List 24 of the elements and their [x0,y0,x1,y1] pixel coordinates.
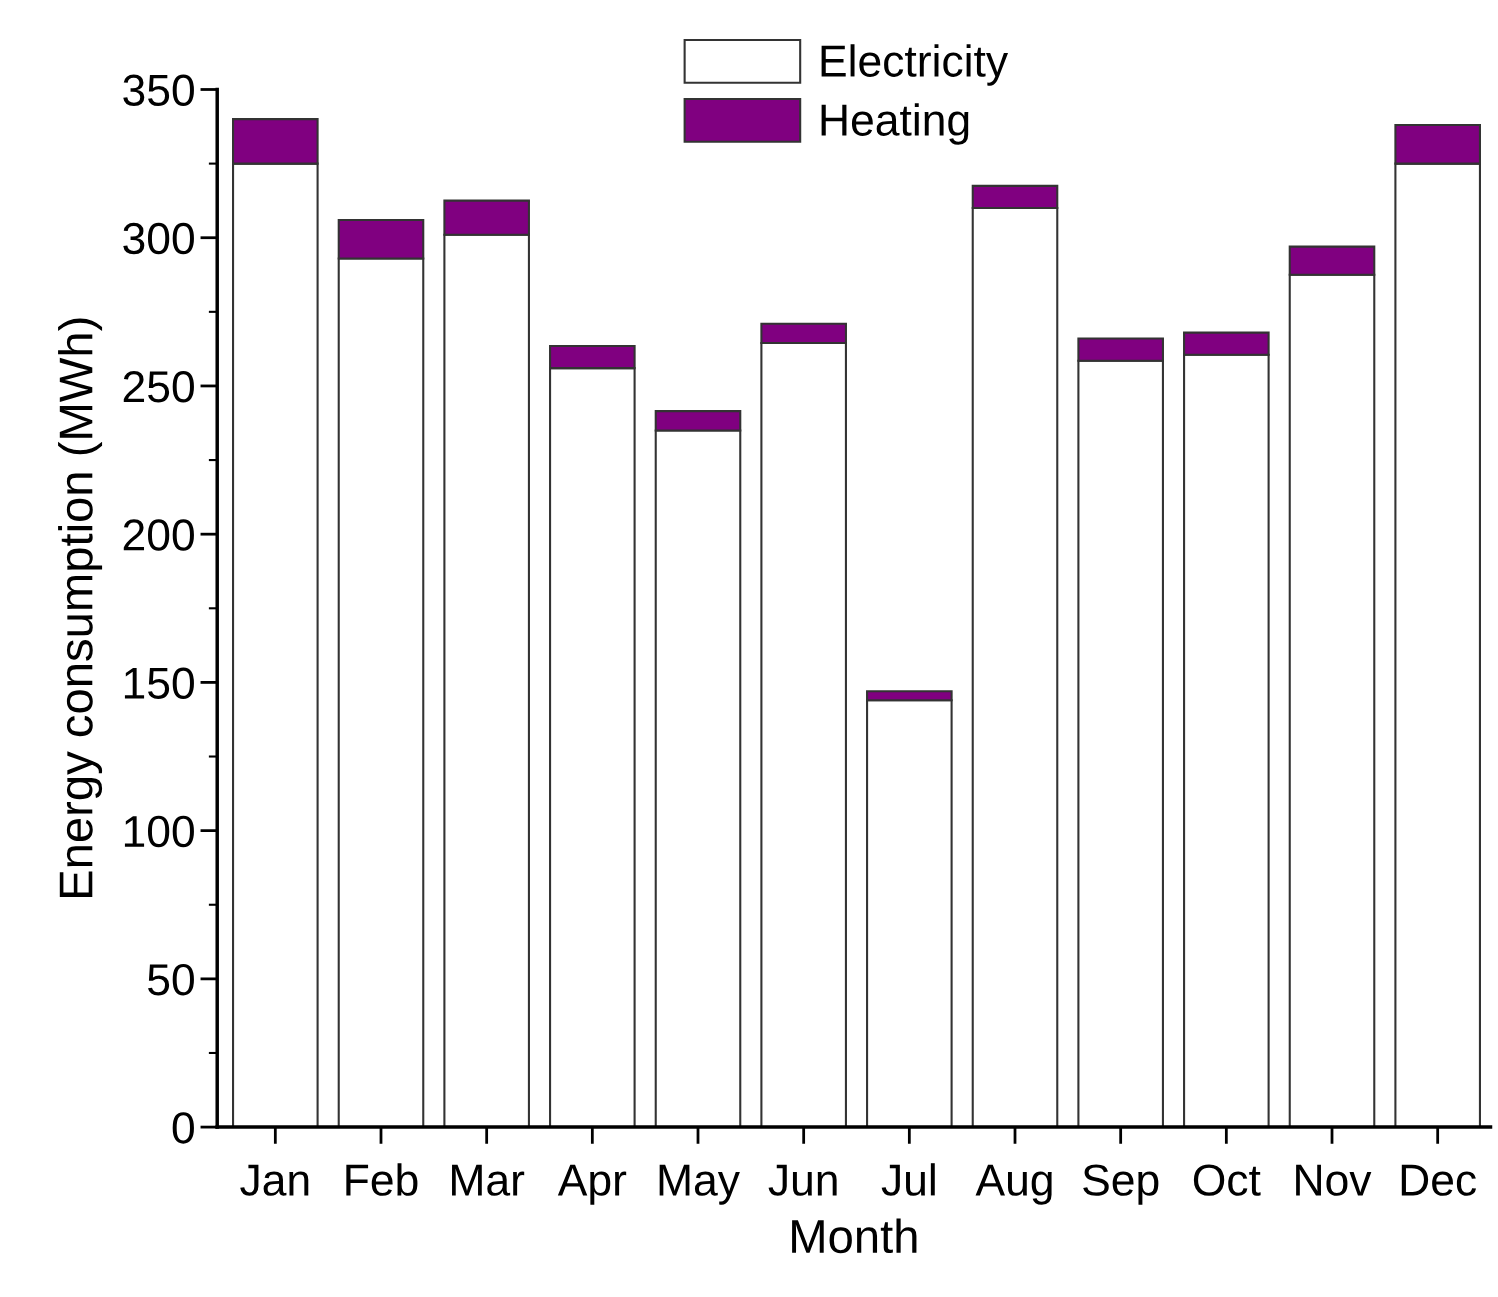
legend-label: Electricity [821,44,1009,86]
legend-label: Heating [821,103,969,145]
x-tick-label: Aug [975,1164,1052,1205]
x-tick-label: Mar [452,1164,525,1196]
y-tick-label: 100 [124,815,194,848]
y-axis-title: Energy consumption (MWh) [58,318,103,898]
x-tick-label: Dec [1401,1164,1477,1196]
x-tick-label: Jul [881,1163,935,1196]
x-axis-title: Month [792,1218,917,1254]
y-tick-label: 50 [148,963,194,996]
x-tick-label: Sep [1083,1164,1159,1205]
y-tick-label: 350 [123,74,194,107]
y-tick-label: 200 [123,519,194,551]
x-tick-label: Apr [557,1164,627,1205]
y-tick-label: 250 [123,371,194,403]
x-tick-label: Nov [1296,1164,1372,1196]
x-tick-label: May [659,1164,740,1205]
x-tick-label: Jun [768,1164,837,1196]
x-tick-label: Feb [346,1163,418,1196]
x-tick-label: Jan [240,1164,309,1196]
y-tick-label: 300 [123,222,194,255]
y-tick-label: 0 [172,1112,194,1144]
y-tick-label: 150 [124,667,194,699]
x-tick-label: Oct [1193,1164,1261,1196]
